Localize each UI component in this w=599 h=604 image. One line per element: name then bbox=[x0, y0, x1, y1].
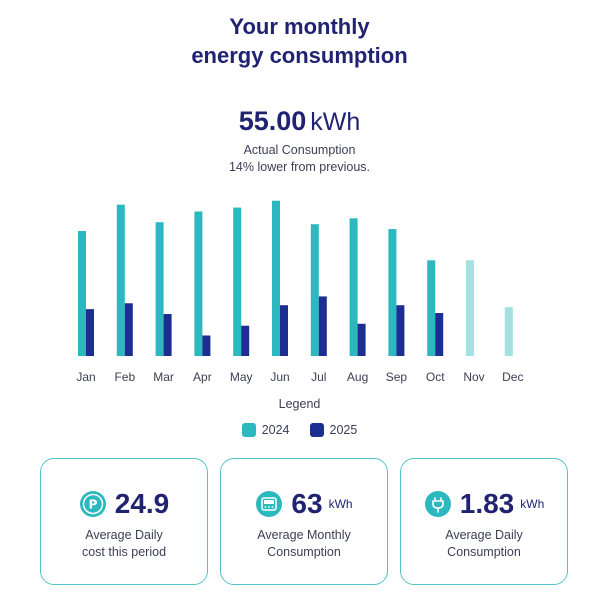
x-tick-label-jan: Jan bbox=[76, 370, 95, 384]
bar-2025-aug[interactable] bbox=[357, 323, 366, 356]
bar-2024-sep[interactable] bbox=[388, 229, 397, 356]
card-head: 63 kWh bbox=[221, 488, 387, 520]
bar-2025-oct[interactable] bbox=[435, 313, 444, 356]
card-value: 63 bbox=[291, 488, 323, 519]
consumption-change: 14% lower from previous. bbox=[228, 160, 371, 174]
x-tick-label-oct: Oct bbox=[426, 370, 445, 384]
bar-2024-mar[interactable] bbox=[155, 222, 164, 356]
bar-2025-sep[interactable] bbox=[396, 305, 405, 356]
bar-2025-feb[interactable] bbox=[124, 303, 133, 356]
bar-2024-apr[interactable] bbox=[194, 211, 203, 356]
consumption-unit: kWh bbox=[310, 108, 361, 136]
x-tick-label-jul: Jul bbox=[311, 370, 326, 384]
legend: 2024 2025 bbox=[0, 423, 599, 437]
bar-2024-jun[interactable] bbox=[272, 200, 280, 356]
bar-2024-jan[interactable] bbox=[78, 231, 86, 356]
card-label-line-2: Consumption bbox=[267, 545, 341, 559]
bar-2024-dec[interactable] bbox=[504, 307, 513, 356]
meter-icon bbox=[255, 490, 283, 518]
consumption-total: 55.00 kWh bbox=[0, 106, 599, 137]
x-tick-label-apr: Apr bbox=[193, 370, 212, 384]
bar-2024-nov[interactable] bbox=[466, 260, 474, 356]
card-monthly-consumption[interactable]: 63 kWh Average Monthly Consumption bbox=[220, 458, 388, 585]
x-tick-label-nov: Nov bbox=[463, 370, 484, 384]
card-unit: kWh bbox=[520, 497, 545, 511]
card-value: 1.83 bbox=[459, 488, 515, 519]
card-daily-consumption[interactable]: 1.83 kWh Average Daily Consumption bbox=[400, 458, 568, 585]
card-daily-cost[interactable]: P 24.9 Average Daily cost this period bbox=[40, 458, 208, 585]
card-label-line-1: Average Daily bbox=[85, 528, 163, 542]
chart-svg: Jan Feb Mar Apr May Jun Jul Aug Sep Oct Nov Dec bbox=[76, 200, 523, 384]
consumption-value: 55.00 bbox=[238, 106, 307, 136]
bar-2025-may[interactable] bbox=[241, 325, 250, 356]
bar-2025-apr[interactable] bbox=[202, 335, 211, 356]
x-tick-label-dec: Dec bbox=[502, 370, 523, 384]
consumption-label: Actual Consumption bbox=[243, 143, 356, 157]
bar-2024-feb[interactable] bbox=[116, 204, 125, 356]
plug-icon bbox=[424, 490, 452, 518]
x-tick-label-jun: Jun bbox=[270, 370, 289, 384]
bar-2025-jul[interactable] bbox=[318, 296, 327, 356]
card-label: Average Daily Consumption bbox=[401, 527, 567, 561]
x-tick-label-aug: Aug bbox=[347, 370, 368, 384]
x-tick-label-sep: Sep bbox=[386, 370, 408, 384]
card-label: Average Daily cost this period bbox=[41, 527, 207, 561]
bar-2024-may[interactable] bbox=[233, 207, 242, 356]
card-label-line-2: cost this period bbox=[81, 545, 167, 559]
card-head: 1.83 kWh bbox=[401, 488, 567, 520]
legend-item-2024[interactable]: 2024 bbox=[241, 423, 290, 437]
title-line-1: Your monthly bbox=[229, 14, 370, 39]
bar-2024-jul[interactable] bbox=[310, 224, 319, 356]
page-title: Your monthly energy consumption bbox=[0, 12, 599, 70]
legend-swatch-2024 bbox=[241, 423, 256, 437]
card-value: 24.9 bbox=[114, 488, 170, 519]
card-label-line-2: Consumption bbox=[447, 545, 521, 559]
card-label-line-1: Average Daily bbox=[445, 528, 523, 542]
legend-label-2025: 2025 bbox=[329, 423, 358, 437]
card-label-line-1: Average Monthly bbox=[257, 528, 351, 542]
card-head: P 24.9 bbox=[41, 488, 207, 520]
bar-2025-jun[interactable] bbox=[280, 305, 288, 356]
bar-2024-oct[interactable] bbox=[427, 260, 436, 356]
card-unit: kWh bbox=[328, 497, 353, 511]
monthly-bar-chart: Jan Feb Mar Apr May Jun Jul Aug Sep Oct Nov Dec bbox=[60, 190, 540, 390]
bar-2025-mar[interactable] bbox=[163, 314, 172, 356]
bar-2025-jan[interactable] bbox=[86, 309, 94, 356]
card-label: Average Monthly Consumption bbox=[221, 527, 387, 561]
x-tick-label-mar: Mar bbox=[153, 370, 174, 384]
x-tick-label-may: May bbox=[230, 370, 253, 384]
legend-swatch-2025 bbox=[309, 423, 324, 437]
bar-2024-aug[interactable] bbox=[349, 218, 358, 356]
svg-text:P: P bbox=[88, 498, 97, 512]
x-tick-label-feb: Feb bbox=[114, 370, 135, 384]
price-tag-icon: P bbox=[79, 490, 107, 518]
legend-label-2024: 2024 bbox=[261, 423, 290, 437]
stats-cards: P 24.9 Average Daily cost this period bbox=[40, 458, 570, 588]
title-line-2: energy consumption bbox=[191, 43, 408, 68]
legend-item-2025[interactable]: 2025 bbox=[309, 423, 358, 437]
legend-title: Legend bbox=[278, 397, 321, 411]
